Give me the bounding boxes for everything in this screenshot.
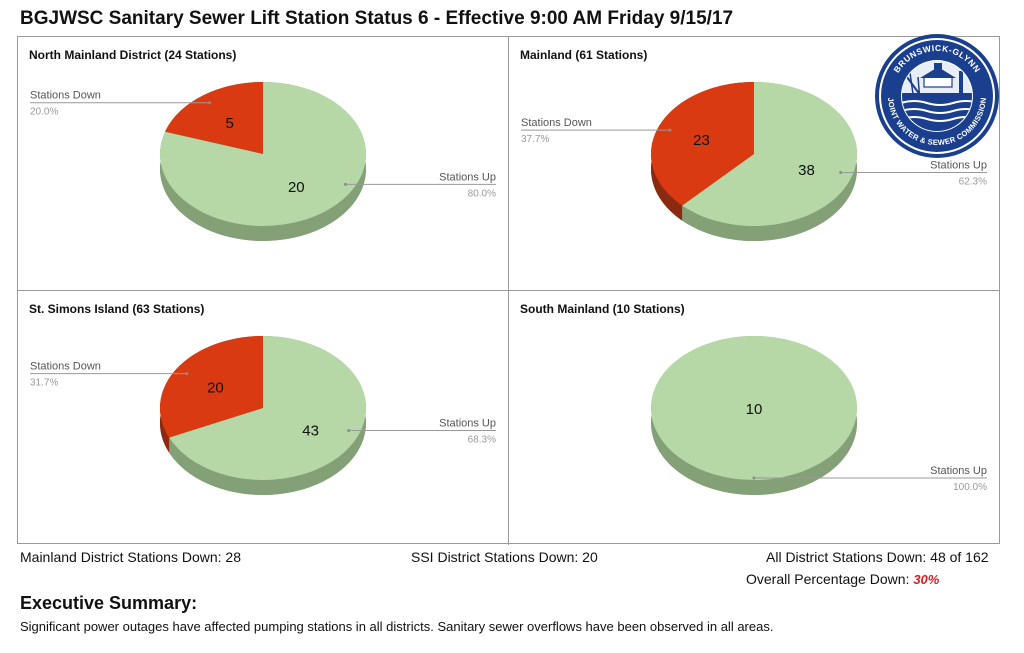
chart-title: Mainland (61 Stations) xyxy=(520,48,648,62)
pie-slice-up xyxy=(682,82,858,227)
page-title: BGJWSC Sanitary Sewer Lift Station Statu… xyxy=(20,8,734,29)
slice-percent-label: 31.7% xyxy=(30,378,58,389)
pie-value-label: 38 xyxy=(798,162,815,179)
slice-percent-label: 80.0% xyxy=(468,188,496,199)
pie-slice-down xyxy=(159,336,263,438)
slice-percent-label: 20.0% xyxy=(30,107,58,118)
pie-slice-up xyxy=(169,336,366,480)
slice-name-label: Stations Up xyxy=(439,418,496,430)
slice-name-label: Stations Up xyxy=(439,171,496,183)
ssi-down-count: SSI District Stations Down: 20 xyxy=(411,549,598,565)
summary-heading: Executive Summary: xyxy=(20,593,198,613)
pie-slice-down xyxy=(165,82,263,154)
pie-group xyxy=(160,82,366,242)
pie-group xyxy=(651,82,858,241)
pie-value-label: 10 xyxy=(746,401,763,418)
pie-value-label: 5 xyxy=(226,115,234,132)
overall-percentage-value: 30% xyxy=(913,572,940,587)
slice-name-label: Stations Up xyxy=(930,465,987,477)
pie-group xyxy=(651,336,857,495)
pie-value-label: 20 xyxy=(207,380,224,397)
pie-value-label: 43 xyxy=(302,422,319,439)
overall-percentage: Overall Percentage Down: 30% xyxy=(746,571,939,587)
pie-slice-up xyxy=(160,82,366,226)
pie-chart-mainland: 23 Stations Down 37.7% 38 Stations Up 62.3% xyxy=(521,82,987,241)
slice-name-label: Stations Down xyxy=(30,361,101,373)
chart-title: North Mainland District (24 Stations) xyxy=(29,48,237,62)
slice-percent-label: 100.0% xyxy=(953,482,987,493)
chart-panel-south-mainland: South Mainland (10 Stations) 10 Stations … xyxy=(509,291,1000,545)
commission-logo: BRUNSWICK-GLYNN JOINT WATER & SEWER COMM… xyxy=(875,34,999,158)
mainland-down-count: Mainland District Stations Down: 28 xyxy=(20,549,241,565)
slice-percent-label: 62.3% xyxy=(959,176,987,187)
overall-percentage-label: Overall Percentage Down: xyxy=(746,571,910,587)
chart-panel-mainland: Mainland (61 Stations) 23 Stations Down 37… xyxy=(509,37,1000,291)
chart-panel-north-mainland: North Mainland District (24 Stations) 5 S… xyxy=(18,37,509,291)
chart-panel-st-simons: St. Simons Island (63 Stations) 20 Statio… xyxy=(18,291,509,545)
pie-slice-wall-up xyxy=(682,82,857,241)
all-down-count: All District Stations Down: 48 of 162 xyxy=(766,549,989,565)
pie-chart-south-mainland: 10 Stations Up 100.0% xyxy=(651,336,987,495)
pie-value-label: 20 xyxy=(288,179,305,196)
pie-slice-down xyxy=(651,82,754,206)
pie-value-label: 23 xyxy=(693,132,710,149)
slice-name-label: Stations Up xyxy=(930,159,987,171)
pie-chart-st-simons: 20 Stations Down 31.7% 43 Stations Up 68.3% xyxy=(30,336,496,495)
slice-percent-label: 68.3% xyxy=(468,435,496,446)
chart-grid: North Mainland District (24 Stations) 5 S… xyxy=(17,36,1000,545)
pie-group xyxy=(159,336,366,495)
chart-title: St. Simons Island (63 Stations) xyxy=(29,302,205,316)
slice-name-label: Stations Down xyxy=(521,117,592,129)
chart-title: South Mainland (10 Stations) xyxy=(520,302,685,316)
summary-text: Significant power outages have affected … xyxy=(20,619,774,634)
pie-slice-up xyxy=(651,336,857,480)
slice-name-label: Stations Down xyxy=(30,90,101,102)
pie-chart-north-mainland: 5 Stations Down 20.0% 20 Stations Up 80.0% xyxy=(30,82,496,242)
slice-percent-label: 37.7% xyxy=(521,134,549,145)
